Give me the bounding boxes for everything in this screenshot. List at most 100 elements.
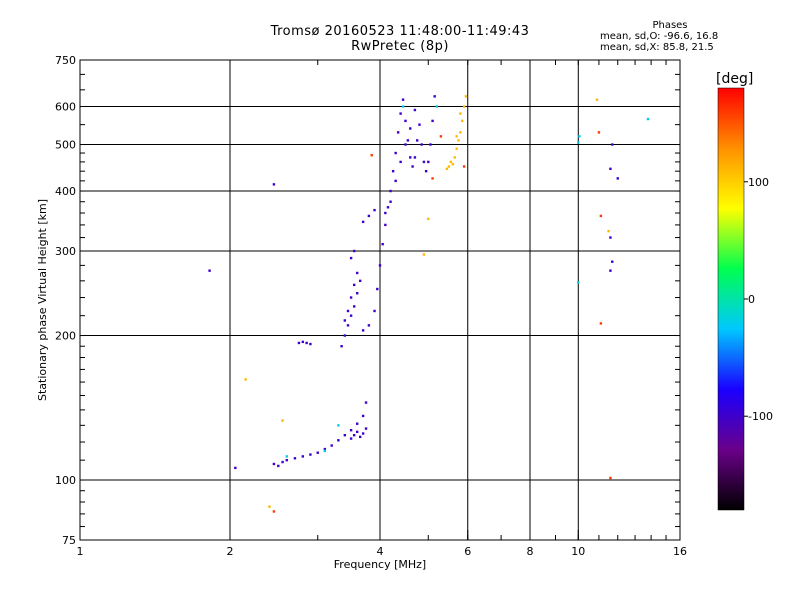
data-point	[433, 95, 436, 98]
colorbar-tick-label: -100	[748, 410, 773, 423]
data-point	[409, 156, 412, 159]
data-point	[455, 135, 458, 138]
data-point	[609, 476, 612, 480]
data-point	[409, 127, 412, 130]
data-point	[609, 236, 612, 239]
colorbar-label: [deg]	[716, 71, 753, 87]
data-point	[343, 433, 347, 437]
data-point	[370, 154, 373, 157]
data-point	[457, 139, 460, 142]
data-point	[461, 119, 464, 123]
x-axis-label: Frequency [MHz]	[334, 558, 426, 571]
data-point	[352, 305, 356, 308]
data-point	[597, 131, 601, 134]
data-point	[355, 292, 359, 295]
data-point	[343, 319, 347, 322]
data-point	[418, 123, 421, 126]
x-tick-label: 8	[527, 545, 534, 558]
data-point	[305, 341, 308, 345]
x-tick-label: 16	[673, 545, 687, 558]
data-point	[346, 324, 350, 327]
data-point	[462, 165, 466, 168]
data-point	[358, 435, 362, 439]
data-point	[309, 453, 312, 456]
y-tick-label: 400	[55, 185, 76, 198]
data-point	[285, 458, 288, 462]
data-point	[459, 131, 462, 134]
data-point	[337, 424, 340, 427]
data-point	[378, 264, 382, 267]
data-point	[431, 119, 434, 123]
data-point	[391, 169, 395, 173]
data-point	[424, 169, 428, 173]
data-point	[420, 143, 423, 146]
data-point	[599, 214, 603, 218]
axes: 1 2 4 6 8 10 16 75 100 200 300 400 500 600 750 Frequenc…	[36, 54, 687, 571]
data-point	[330, 444, 333, 447]
data-point	[394, 179, 397, 183]
data-point	[358, 279, 362, 283]
data-point	[462, 105, 466, 108]
data-point	[285, 455, 288, 458]
chart-subtitle: RwPretec (8p)	[351, 39, 449, 54]
data-point	[609, 167, 612, 171]
data-point	[404, 143, 407, 146]
x-tick-label: 4	[377, 545, 384, 558]
colorbar-gradient	[717, 87, 745, 511]
phase-stats-heading: Phases	[652, 20, 688, 31]
data-point	[384, 211, 387, 215]
data-point	[352, 249, 356, 253]
data-point	[355, 271, 359, 275]
data-point	[361, 432, 365, 435]
data-point	[293, 457, 297, 460]
data-point	[349, 437, 353, 440]
y-tick-label: 200	[55, 330, 76, 343]
phase-stats-o: mean, sd,O: -96.6, 16.8	[600, 31, 719, 42]
data-point	[599, 322, 603, 325]
data-point	[268, 505, 271, 508]
data-point	[399, 160, 402, 164]
data-point	[427, 160, 430, 164]
data-point	[396, 131, 400, 134]
grid	[80, 60, 680, 540]
data-point	[208, 269, 211, 272]
data-point	[340, 345, 343, 348]
data-point	[427, 217, 430, 221]
data-point	[361, 329, 365, 332]
data-point	[401, 98, 405, 101]
x-tick-label: 10	[571, 545, 585, 558]
data-point	[401, 105, 405, 108]
data-point	[406, 139, 410, 142]
data-point	[361, 220, 365, 224]
data-points	[208, 95, 650, 513]
y-axis-label: Stationary phase Virtual Height [km]	[36, 199, 49, 401]
data-point	[435, 105, 438, 108]
data-point	[349, 256, 353, 260]
data-point	[422, 253, 426, 256]
data-point	[277, 464, 280, 468]
data-point	[281, 460, 284, 464]
data-point	[413, 108, 417, 112]
data-point	[244, 378, 247, 381]
data-point	[399, 112, 402, 115]
data-point	[607, 229, 610, 233]
data-point	[611, 260, 614, 263]
data-point	[609, 269, 612, 272]
data-point	[577, 281, 580, 284]
y-tick-label: 100	[55, 474, 76, 487]
data-point	[272, 510, 276, 513]
x-tick-label: 6	[464, 545, 471, 558]
data-point	[349, 296, 353, 299]
y-tick-label: 300	[55, 245, 76, 258]
data-point	[272, 462, 276, 466]
data-point	[384, 223, 387, 227]
data-point	[234, 466, 237, 470]
data-point	[411, 165, 414, 168]
data-point	[445, 167, 449, 171]
data-point	[616, 177, 619, 180]
data-point	[577, 141, 580, 144]
data-point	[367, 324, 371, 327]
data-point	[301, 340, 305, 344]
data-point	[272, 183, 276, 186]
data-point	[301, 455, 305, 458]
